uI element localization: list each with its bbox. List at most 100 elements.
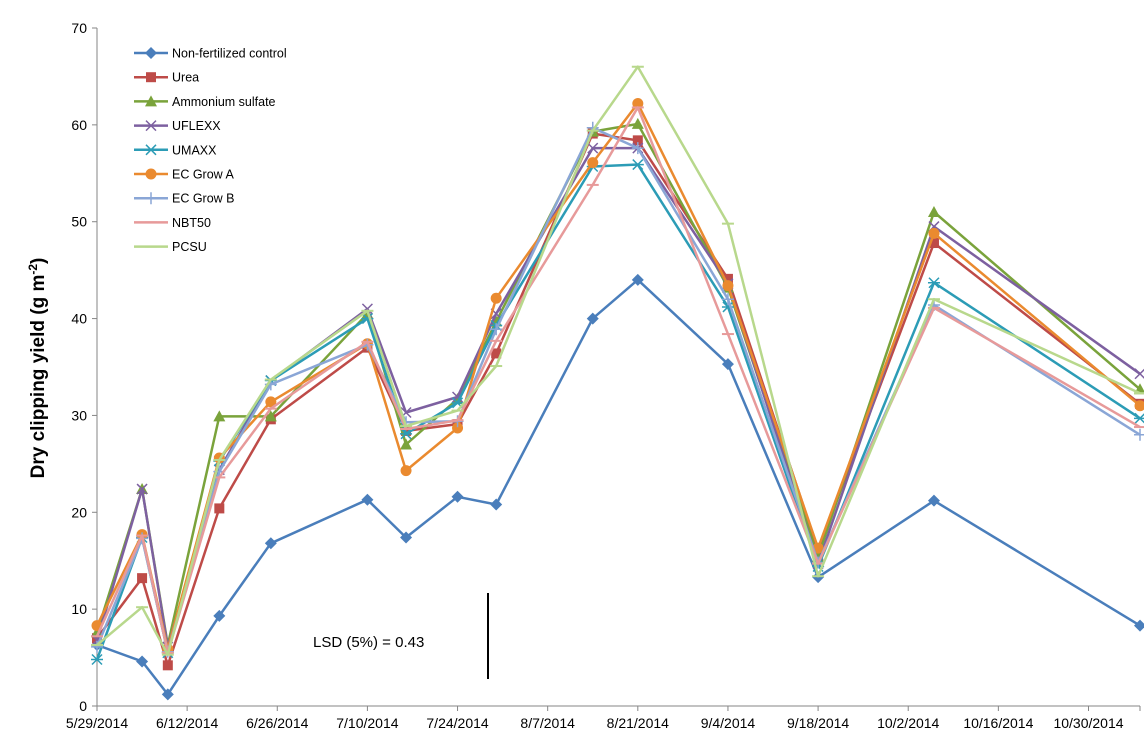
data-point — [137, 573, 148, 584]
legend-label: UMAXX — [172, 143, 217, 157]
y-tick-label: 0 — [79, 698, 87, 714]
data-point — [400, 465, 412, 477]
data-point — [632, 135, 643, 146]
data-point — [1134, 368, 1144, 380]
data-point — [451, 392, 464, 404]
data-point — [145, 47, 157, 59]
data-point — [631, 117, 644, 129]
x-tick-label: 8/21/2014 — [607, 715, 669, 731]
x-tick-label: 10/16/2014 — [963, 715, 1033, 731]
x-tick-label: 7/10/2014 — [336, 715, 398, 731]
data-point — [145, 144, 157, 156]
data-point — [631, 273, 644, 286]
legend-label: UFLEXX — [172, 119, 221, 133]
x-tick-label: 5/29/2014 — [66, 715, 128, 731]
series-7 — [91, 106, 1144, 654]
data-point — [1134, 400, 1144, 412]
data-point — [136, 483, 148, 495]
series-line — [96, 132, 1141, 667]
x-tick-label: 9/4/2014 — [701, 715, 756, 731]
data-point — [927, 277, 940, 289]
data-point — [632, 98, 644, 110]
x-tick-label: 10/30/2014 — [1053, 715, 1123, 731]
y-tick-label: 40 — [71, 311, 87, 327]
legend-label: NBT50 — [172, 216, 211, 230]
legend-label: PCSU — [172, 240, 207, 254]
data-point — [490, 292, 502, 304]
data-point — [452, 422, 464, 434]
series-8 — [91, 65, 1144, 656]
legend-item: EC Grow A — [134, 168, 234, 182]
data-point — [927, 206, 940, 218]
legend-item: UMAXX — [134, 143, 217, 157]
data-point — [721, 358, 734, 371]
data-point — [136, 655, 149, 668]
y-tick-label: 30 — [71, 407, 87, 423]
data-point — [1134, 428, 1144, 441]
legend-item: Urea — [134, 71, 199, 85]
x-tick-label: 9/18/2014 — [787, 715, 849, 731]
x-tick-label: 8/7/2014 — [520, 715, 575, 731]
legend-label: Non-fertilized control — [172, 47, 287, 61]
data-point — [1134, 412, 1144, 424]
series-layer — [91, 65, 1144, 701]
data-point — [722, 273, 733, 284]
data-point — [265, 396, 277, 408]
x-tick-label: 6/12/2014 — [156, 715, 218, 731]
data-point — [631, 159, 644, 171]
data-point — [631, 142, 644, 155]
data-point — [145, 120, 157, 132]
data-point — [146, 72, 156, 83]
data-point — [490, 323, 503, 336]
series-1 — [92, 128, 1144, 671]
data-point — [91, 653, 103, 666]
legend-label: EC Grow A — [172, 168, 234, 182]
y-tick-label: 70 — [71, 20, 87, 36]
data-point — [451, 490, 464, 503]
data-point — [91, 640, 103, 653]
x-tick-label: 7/24/2014 — [426, 715, 488, 731]
lsd-annotation: LSD (5%) = 0.43 — [313, 634, 424, 651]
series-line — [95, 106, 1141, 654]
legend-item: UFLEXX — [134, 119, 221, 133]
x-tick-label: 6/26/2014 — [246, 715, 308, 731]
data-point — [400, 428, 413, 440]
data-point — [145, 95, 157, 107]
data-point — [400, 438, 413, 450]
y-tick-label: 60 — [71, 117, 87, 133]
legend-label: Ammonium sulfate — [172, 95, 276, 109]
legend-item: Non-fertilized control — [134, 47, 287, 61]
y-tick-label: 50 — [71, 214, 87, 230]
series-line — [95, 146, 1141, 649]
series-line — [96, 278, 1141, 696]
data-point — [490, 498, 503, 511]
series-2 — [91, 117, 1144, 650]
data-point — [214, 503, 225, 514]
data-point — [1134, 619, 1144, 632]
legend-item: Ammonium sulfate — [134, 95, 276, 109]
legend-item: PCSU — [134, 240, 207, 254]
axes: 0 10 20 30 40 50 60 70 5/29/2014 6/12/2014 6/26/20… — [66, 20, 1141, 731]
data-point — [587, 142, 599, 154]
data-point — [213, 410, 226, 422]
data-point — [145, 168, 157, 180]
legend: Non-fertilized control Urea Ammonium sulfa… — [134, 47, 287, 254]
data-point — [213, 609, 226, 622]
data-point — [161, 688, 174, 701]
legend-item: EC Grow B — [134, 192, 235, 206]
data-point — [145, 192, 157, 205]
data-point — [587, 157, 599, 169]
series-line — [95, 126, 1141, 654]
legend-label: EC Grow B — [172, 192, 235, 206]
data-point — [721, 293, 734, 306]
data-point — [162, 660, 173, 671]
data-point — [586, 312, 599, 325]
legend-label: Urea — [172, 71, 199, 85]
data-point — [264, 537, 277, 550]
data-point — [928, 238, 939, 249]
x-tick-label: 10/2/2014 — [877, 715, 939, 731]
y-tick-label: 10 — [71, 601, 87, 617]
data-point — [91, 626, 103, 638]
series-3 — [91, 142, 1144, 653]
